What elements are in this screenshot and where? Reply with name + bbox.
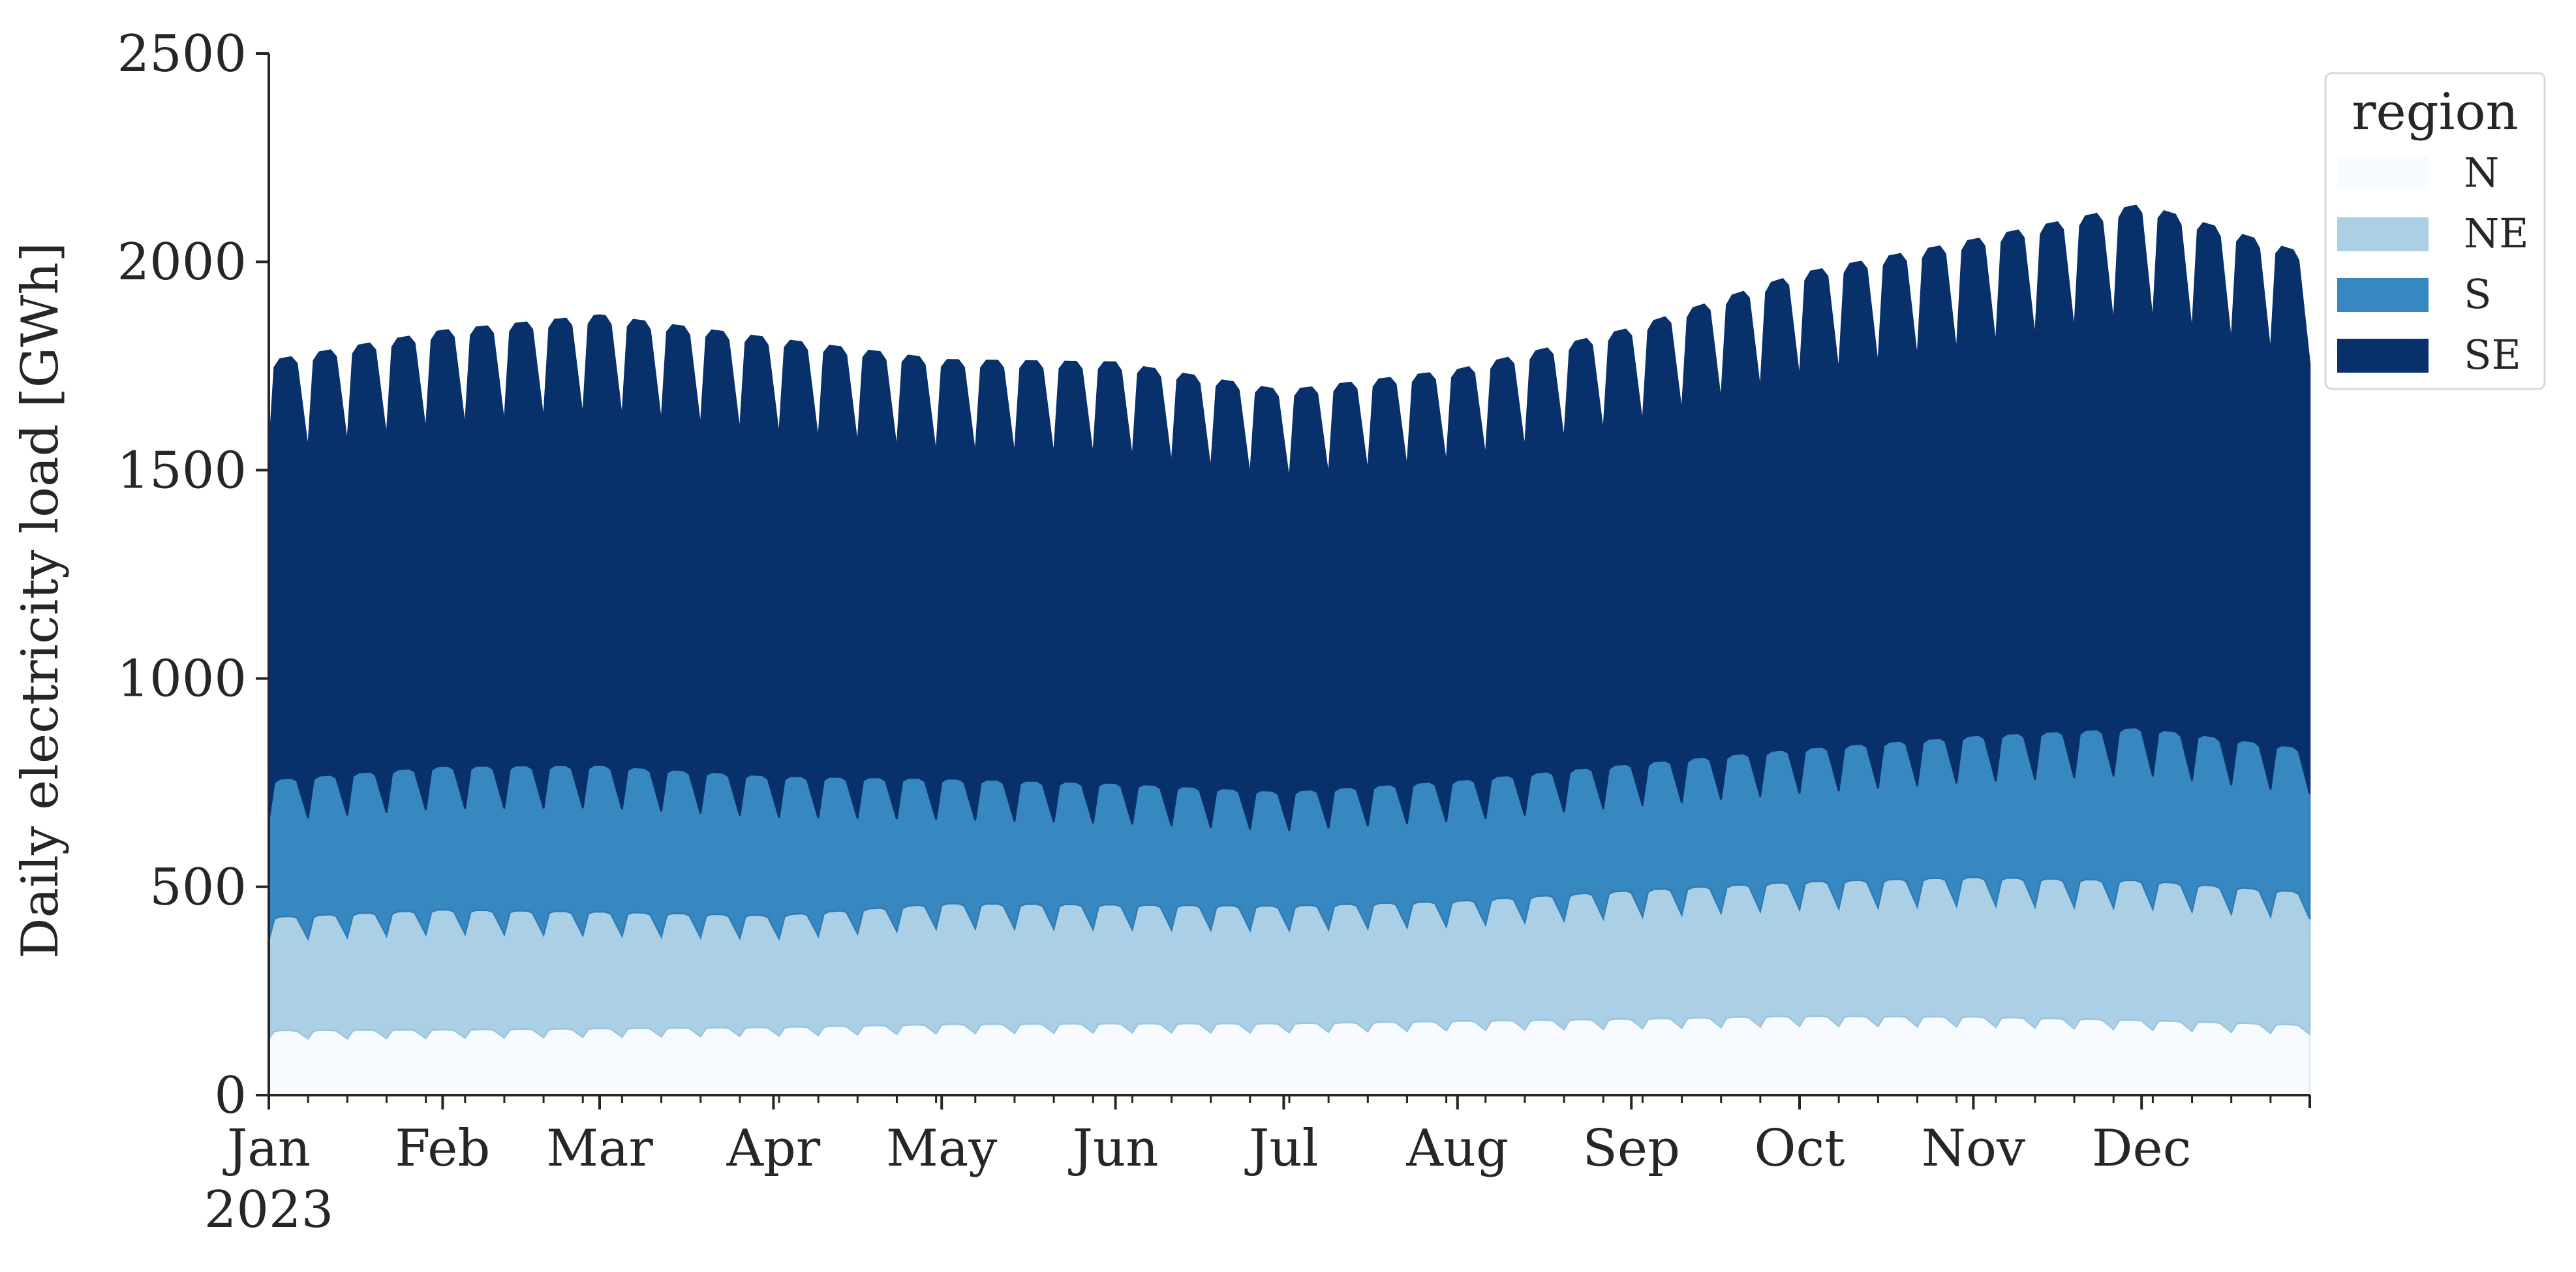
x-tick-label: Sep — [1582, 1119, 1680, 1178]
y-tick-label: 2500 — [117, 25, 247, 84]
legend-swatch-s — [2337, 278, 2429, 312]
legend-label-se: SE — [2464, 331, 2521, 379]
x-tick-label: Dec — [2092, 1119, 2191, 1178]
x-tick-label: May — [886, 1119, 997, 1178]
x-tick-label: Oct — [1755, 1119, 1845, 1178]
y-axis-label: Daily electricity load [GWh] — [11, 242, 70, 959]
x-tick-label: Nov — [1922, 1119, 2025, 1178]
y-tick-label: 2000 — [117, 233, 247, 292]
legend-title: region — [2352, 83, 2519, 142]
y-tick-label: 1500 — [117, 441, 247, 500]
legend-swatch-ne — [2337, 217, 2429, 251]
x-year-label: 2023 — [204, 1181, 334, 1239]
legend: region N NE S SE — [2324, 72, 2546, 390]
x-tick-label: Aug — [1406, 1119, 1509, 1178]
legend-swatch-se — [2337, 339, 2429, 373]
legend-label-s: S — [2464, 270, 2491, 318]
y-tick-label: 500 — [149, 858, 247, 917]
x-tick-label: Feb — [395, 1119, 490, 1178]
y-tick-label: 0 — [214, 1066, 247, 1125]
legend-label-ne: NE — [2464, 209, 2529, 257]
legend-label-n: N — [2464, 149, 2499, 196]
legend-swatch-n — [2337, 157, 2429, 191]
x-tick-label: Jul — [1244, 1119, 1318, 1178]
x-tick-label: Jan — [222, 1119, 311, 1178]
axes-group: 0 500 1000 1500 2000 2500 Daily electricity lo… — [11, 25, 2311, 1239]
area-series-se — [268, 204, 2311, 831]
x-tick-label: Apr — [726, 1119, 821, 1178]
area-series-group — [268, 204, 2311, 1096]
x-tick-label: Jun — [1068, 1119, 1159, 1178]
y-tick-label: 1000 — [117, 650, 247, 709]
x-tick-label: Mar — [546, 1119, 653, 1178]
